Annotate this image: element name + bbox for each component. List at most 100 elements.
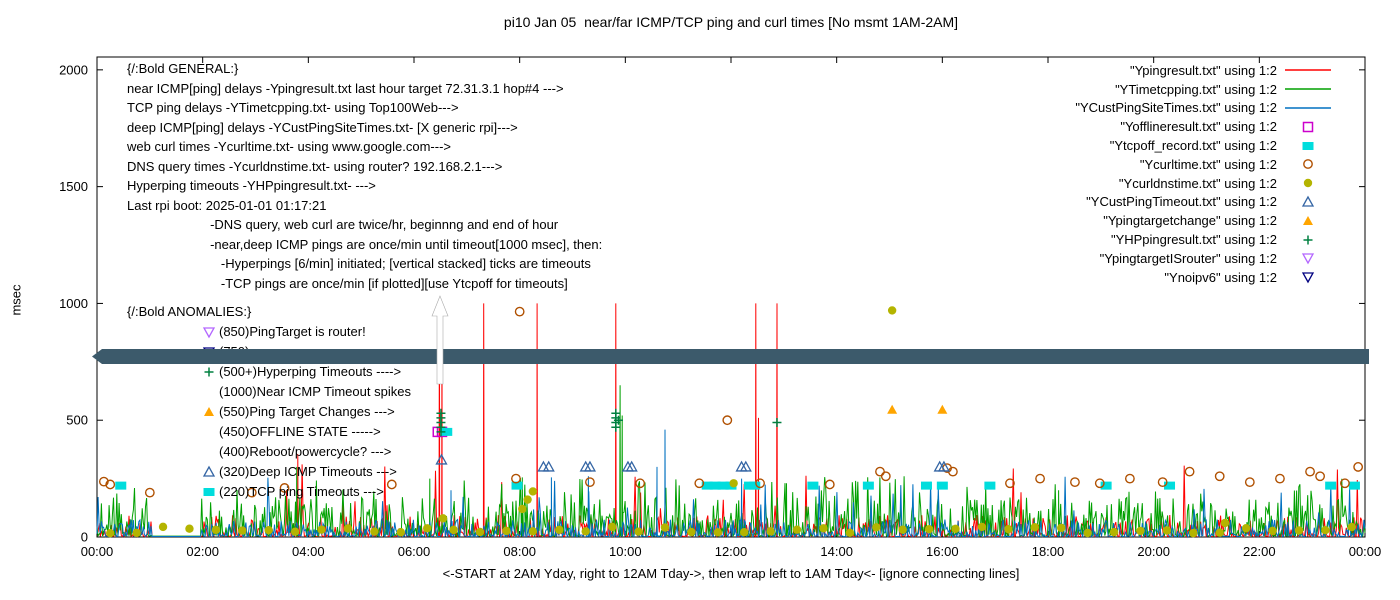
general-line-4: web curl times -Ycurltime.txt- using www… xyxy=(127,139,452,154)
legend-item-8: "Ypingtargetchange" using 1:2 xyxy=(1075,211,1334,230)
anomaly-line-8: (320)Deep ICMP Timeouts ---> xyxy=(127,462,411,482)
y-tick-label: 0 xyxy=(81,530,88,545)
y-axis-label: msec xyxy=(8,284,24,316)
triangle-down-open-icon xyxy=(201,325,217,339)
anomaly-line-5: (550)Ping Target Changes ---> xyxy=(127,402,411,422)
scatter-YCustPingTimeout.txt xyxy=(435,453,951,472)
legend-label: "Ypingresult.txt" using 1:2 xyxy=(1129,62,1277,78)
legend-item-4: "Ytcpoff_record.txt" using 1:2 xyxy=(1075,136,1334,155)
x-tick-label: 22:00 xyxy=(1243,544,1276,559)
anomaly-text: (1000)Near ICMP Timeout spikes xyxy=(219,384,411,399)
series-YTimetcpping.txt xyxy=(96,385,1366,538)
scatter-Ycurltime.txt xyxy=(98,306,1364,498)
anomaly-line-3: (500+)Hyperping Timeouts ----> xyxy=(127,362,411,382)
general-line-10: -Hyperpings [6/min] initiated; [vertical… xyxy=(127,256,591,271)
x-tick-label: 08:00 xyxy=(503,544,536,559)
line-icon xyxy=(1282,101,1334,115)
redaction-band xyxy=(92,349,1369,364)
anomalies-annotation-block: {/:Bold ANOMALIES:} (850)PingTarget is ro… xyxy=(127,302,411,502)
legend-item-1: "YTimetcpping.txt" using 1:2 xyxy=(1075,80,1334,99)
anomaly-line-1: (850)PingTarget is router! xyxy=(127,322,411,342)
x-tick-label: 14:00 xyxy=(820,544,853,559)
anomaly-text: (550)Ping Target Changes ---> xyxy=(219,404,395,419)
general-line-1: near ICMP[ping] delays -Ypingresult.txt … xyxy=(127,80,564,96)
anomaly-line-7: (400)Reboot/powercycle? ---> xyxy=(127,442,411,462)
circle-open-icon xyxy=(1282,157,1334,171)
y-tick-label: 2000 xyxy=(59,62,88,77)
legend-label: "YCustPingTimeout.txt" using 1:2 xyxy=(1086,194,1277,210)
anomaly-text: (450)OFFLINE STATE -----> xyxy=(219,424,381,439)
series-YCustPingSiteTimes.txt xyxy=(96,429,1366,539)
x-tick-label: 04:00 xyxy=(292,544,325,559)
anomaly-line-6: (450)OFFLINE STATE -----> xyxy=(127,422,411,442)
square-filled-icon xyxy=(1282,139,1334,153)
triangle-up-filled-icon xyxy=(1282,214,1334,228)
general-line-7: Last rpi boot: 2025-01-01 01:17:21 xyxy=(127,197,327,213)
legend-label: "YTimetcpping.txt" using 1:2 xyxy=(1115,81,1277,97)
anomaly-line-9: (220)TCP ping Timeouts ---> xyxy=(127,482,411,502)
square-filled-icon xyxy=(201,485,217,499)
legend-item-10: "YpingtargetISrouter" using 1:2 xyxy=(1075,249,1334,268)
anomaly-text: (220)TCP ping Timeouts ---> xyxy=(219,484,384,499)
event-up-arrow-icon xyxy=(431,295,449,385)
legend-label: "YpingtargetISrouter" using 1:2 xyxy=(1099,250,1277,266)
scatter-Ypingtargetchange xyxy=(887,404,948,414)
circle-filled-icon xyxy=(1282,176,1334,190)
scatter-Ycurldnstime.txt xyxy=(106,306,1356,538)
x-tick-label: 12:00 xyxy=(715,544,748,559)
y-tick-label: 1000 xyxy=(59,296,88,311)
triangle-up-filled-icon xyxy=(201,405,217,419)
legend: "Ypingresult.txt" using 1:2 "YTimetcpping… xyxy=(1075,61,1334,287)
x-tick-label: 20:00 xyxy=(1137,544,1170,559)
x-axis-label: <-START at 2AM Yday, right to 12AM Tday-… xyxy=(442,566,1020,581)
triangle-down-open-icon xyxy=(1282,251,1334,265)
general-line-5: DNS query times -Ycurldnstime.txt- using… xyxy=(127,158,503,174)
scatter-YHPpingresult.txt xyxy=(436,408,782,437)
triangle-up-open-icon xyxy=(1282,195,1334,209)
general-line-9: -near,deep ICMP pings are once/min until… xyxy=(127,236,603,252)
anomaly-text: (850)PingTarget is router! xyxy=(219,324,366,339)
legend-label: "Ycurltime.txt" using 1:2 xyxy=(1139,156,1277,172)
triangle-down-open-icon xyxy=(1282,270,1334,284)
x-tick-label: 18:00 xyxy=(1032,544,1065,559)
anomaly-text: (500+)Hyperping Timeouts ----> xyxy=(219,364,402,379)
plus-icon xyxy=(201,365,217,379)
legend-item-2: "YCustPingSiteTimes.txt" using 1:2 xyxy=(1075,99,1334,118)
x-tick-label: 02:00 xyxy=(186,544,219,559)
legend-label: "YCustPingSiteTimes.txt" using 1:2 xyxy=(1075,100,1277,116)
x-tick-label: 00:00 xyxy=(1349,544,1382,559)
anomaly-text: (320)Deep ICMP Timeouts ---> xyxy=(219,464,397,479)
general-line-3: deep ICMP[ping] delays -YCustPingSiteTim… xyxy=(127,119,518,135)
y-tick-label: 1500 xyxy=(59,179,88,194)
legend-item-5: "Ycurltime.txt" using 1:2 xyxy=(1075,155,1334,174)
legend-label: "Ypingtargetchange" using 1:2 xyxy=(1103,213,1277,229)
chart-title: pi10 Jan 05 near/far ICMP/TCP ping and c… xyxy=(503,14,959,30)
legend-item-0: "Ypingresult.txt" using 1:2 xyxy=(1075,61,1334,80)
legend-item-7: "YCustPingTimeout.txt" using 1:2 xyxy=(1075,193,1334,212)
anomaly-line-0: {/:Bold ANOMALIES:} xyxy=(127,302,411,322)
legend-item-11: "Ynoipv6" using 1:2 xyxy=(1075,268,1334,287)
anomaly-text: {/:Bold ANOMALIES:} xyxy=(127,304,252,319)
line-icon xyxy=(1282,63,1334,77)
x-tick-label: 00:00 xyxy=(81,544,114,559)
legend-item-6: "Ycurldnstime.txt" using 1:2 xyxy=(1075,174,1334,193)
square-open-icon xyxy=(1282,120,1334,134)
x-tick-label: 16:00 xyxy=(926,544,959,559)
legend-label: "Yofflineresult.txt" using 1:2 xyxy=(1120,119,1277,135)
x-tick-label: 06:00 xyxy=(398,544,431,559)
general-line-8: -DNS query, web curl are twice/hr, begin… xyxy=(127,217,559,232)
x-tick-label: 10:00 xyxy=(609,544,642,559)
line-icon xyxy=(1282,82,1334,96)
y-tick-label: 500 xyxy=(66,413,88,428)
general-line-6: Hyperping timeouts -YHPpingresult.txt- -… xyxy=(127,178,376,193)
plus-icon xyxy=(1282,233,1334,247)
legend-label: "Ycurldnstime.txt" using 1:2 xyxy=(1118,175,1277,191)
axis: 00:00 02:00 04:00 06:00 08:00 10:00 12:00 14:00… xyxy=(59,56,1382,559)
legend-label: "Ynoipv6" using 1:2 xyxy=(1164,269,1277,285)
legend-label: "Ytcpoff_record.txt" using 1:2 xyxy=(1109,138,1277,154)
triangle-up-open-icon xyxy=(201,465,217,479)
general-line-2: TCP ping delays -YTimetcpping.txt- using… xyxy=(127,100,459,115)
general-line-11: -TCP pings are once/min [if plotted][use… xyxy=(127,275,568,291)
